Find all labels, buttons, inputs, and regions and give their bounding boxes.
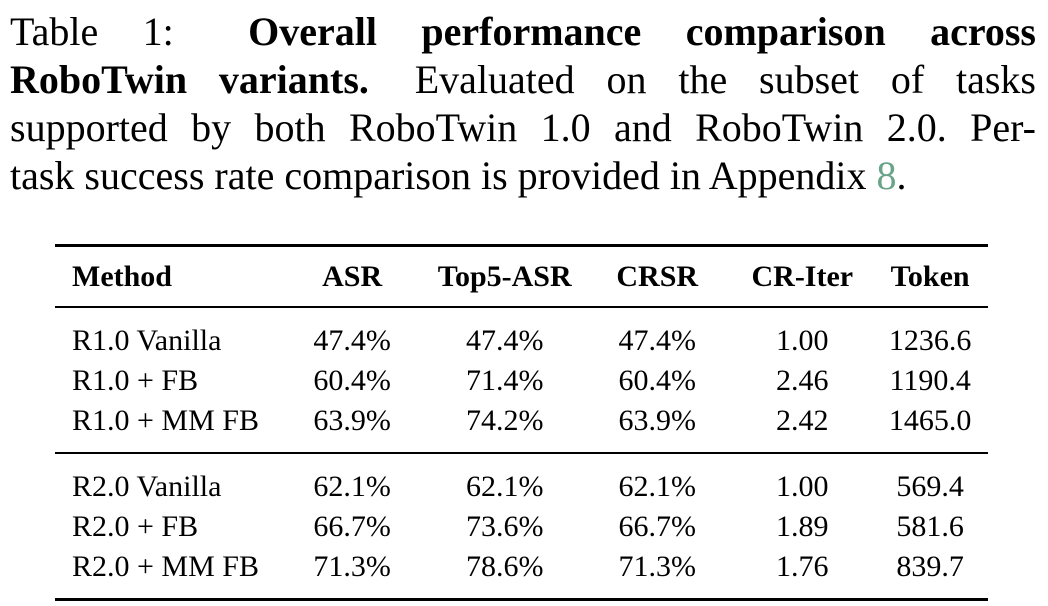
- cell-cr-iter: 1.00: [776, 324, 829, 357]
- cell-crsr: 66.7%: [618, 510, 696, 543]
- caption-line-2: RoboTwin variants. Evaluated on the subs…: [10, 56, 1036, 104]
- cell-crsr: 62.1%: [582, 452, 733, 507]
- cell-method: R1.0 + MM FB: [72, 404, 259, 437]
- cell-token: 839.7: [872, 547, 988, 601]
- cell-asr: 63.9%: [313, 404, 391, 437]
- cell-asr: 62.1%: [277, 452, 428, 507]
- cell-token: 581.6: [896, 510, 964, 543]
- cell-cr-iter: 1.89: [776, 510, 829, 543]
- table-row: R2.0 + MM FB 71.3% 78.6% 71.3% 1.76 839.…: [55, 547, 988, 601]
- cell-cr-iter: 1.00: [732, 452, 873, 507]
- cell-token: 1190.4: [889, 364, 971, 397]
- table-row: R1.0 Vanilla 47.4% 47.4% 47.4% 1.00 1236…: [55, 307, 988, 361]
- table-row: R1.0 + FB 60.4% 71.4% 60.4% 2.46 1190.4: [55, 361, 988, 401]
- cell-crsr: 47.4%: [618, 324, 696, 357]
- caption-period: .: [896, 153, 907, 198]
- caption-bold-title: Overall performance comparison across: [248, 9, 1036, 54]
- cell-top5-asr: 74.2%: [465, 404, 544, 437]
- cell-token: 1236.6: [888, 324, 972, 357]
- caption-bold-title-cont: RoboTwin variants.: [10, 57, 369, 102]
- table-header: Method ASR Top5-ASR CRSR CR-Iter Token: [55, 244, 988, 308]
- caption-line-3: supported by both RoboTwin 1.0 and RoboT…: [10, 104, 1036, 152]
- caption-text: Evaluated on the subset of tasks: [414, 57, 1036, 102]
- cell-asr: 66.7%: [313, 510, 391, 543]
- cell-top5-asr-best: 78.6%: [427, 547, 583, 601]
- col-header-token: Token: [872, 244, 988, 308]
- cell-crsr: 60.4%: [618, 364, 696, 397]
- table-caption: Table 1: Overall performance comparison …: [0, 0, 1048, 200]
- cell-crsr: 63.9%: [618, 404, 696, 437]
- appendix-ref-link[interactable]: 8: [876, 153, 897, 198]
- table-row: R1.0 + MM FB 63.9% 74.2% 63.9% 2.42 1465…: [55, 401, 988, 453]
- caption-line-1: Table 1: Overall performance comparison …: [10, 8, 1036, 56]
- robotwin-2-group: R2.0 Vanilla 62.1% 62.1% 62.1% 1.00 569.…: [55, 452, 988, 601]
- results-table: Method ASR Top5-ASR CRSR CR-Iter Token R…: [55, 244, 988, 601]
- cell-method: R1.0 Vanilla: [72, 324, 222, 357]
- cell-top5-asr: 47.4%: [465, 324, 544, 357]
- cell-asr: 47.4%: [313, 324, 391, 357]
- table-row: R2.0 Vanilla 62.1% 62.1% 62.1% 1.00 569.…: [55, 452, 988, 507]
- caption-table-label: Table 1:: [10, 9, 174, 54]
- cell-method: R2.0 + MM FB: [55, 547, 278, 601]
- caption-line-4: task success rate comparison is provided…: [10, 152, 1036, 200]
- robotwin-1-group: R1.0 Vanilla 47.4% 47.4% 47.4% 1.00 1236…: [55, 307, 988, 453]
- cell-top5-asr: 62.1%: [427, 452, 583, 507]
- cell-token: 1465.0: [888, 404, 972, 437]
- cell-top5-asr: 71.4%: [465, 364, 544, 397]
- cell-crsr-best: 71.3%: [582, 547, 733, 601]
- cell-method: R1.0 + FB: [72, 364, 199, 397]
- col-header-top5-asr: Top5-ASR: [427, 244, 583, 308]
- cell-cr-iter-best: 1.76: [732, 547, 873, 601]
- caption-text: task success rate comparison is provided…: [10, 153, 867, 198]
- cell-asr-best: 71.3%: [277, 547, 428, 601]
- col-header-asr: ASR: [277, 244, 428, 308]
- col-header-cr-iter: CR-Iter: [732, 244, 873, 308]
- cell-method: R2.0 + FB: [72, 510, 199, 543]
- cell-token-best: 569.4: [872, 452, 988, 507]
- cell-method: R2.0 Vanilla: [55, 452, 278, 507]
- cell-cr-iter: 2.46: [776, 364, 829, 397]
- header-row: Method ASR Top5-ASR CRSR CR-Iter Token: [55, 244, 988, 308]
- table-row: R2.0 + FB 66.7% 73.6% 66.7% 1.89 581.6: [55, 507, 988, 547]
- cell-top5-asr: 73.6%: [465, 510, 544, 543]
- cell-cr-iter: 2.42: [776, 404, 829, 437]
- col-header-crsr: CRSR: [582, 244, 733, 308]
- caption-text: supported by both RoboTwin 1.0 and RoboT…: [10, 105, 1036, 150]
- col-header-method: Method: [55, 244, 278, 308]
- cell-asr: 60.4%: [313, 364, 391, 397]
